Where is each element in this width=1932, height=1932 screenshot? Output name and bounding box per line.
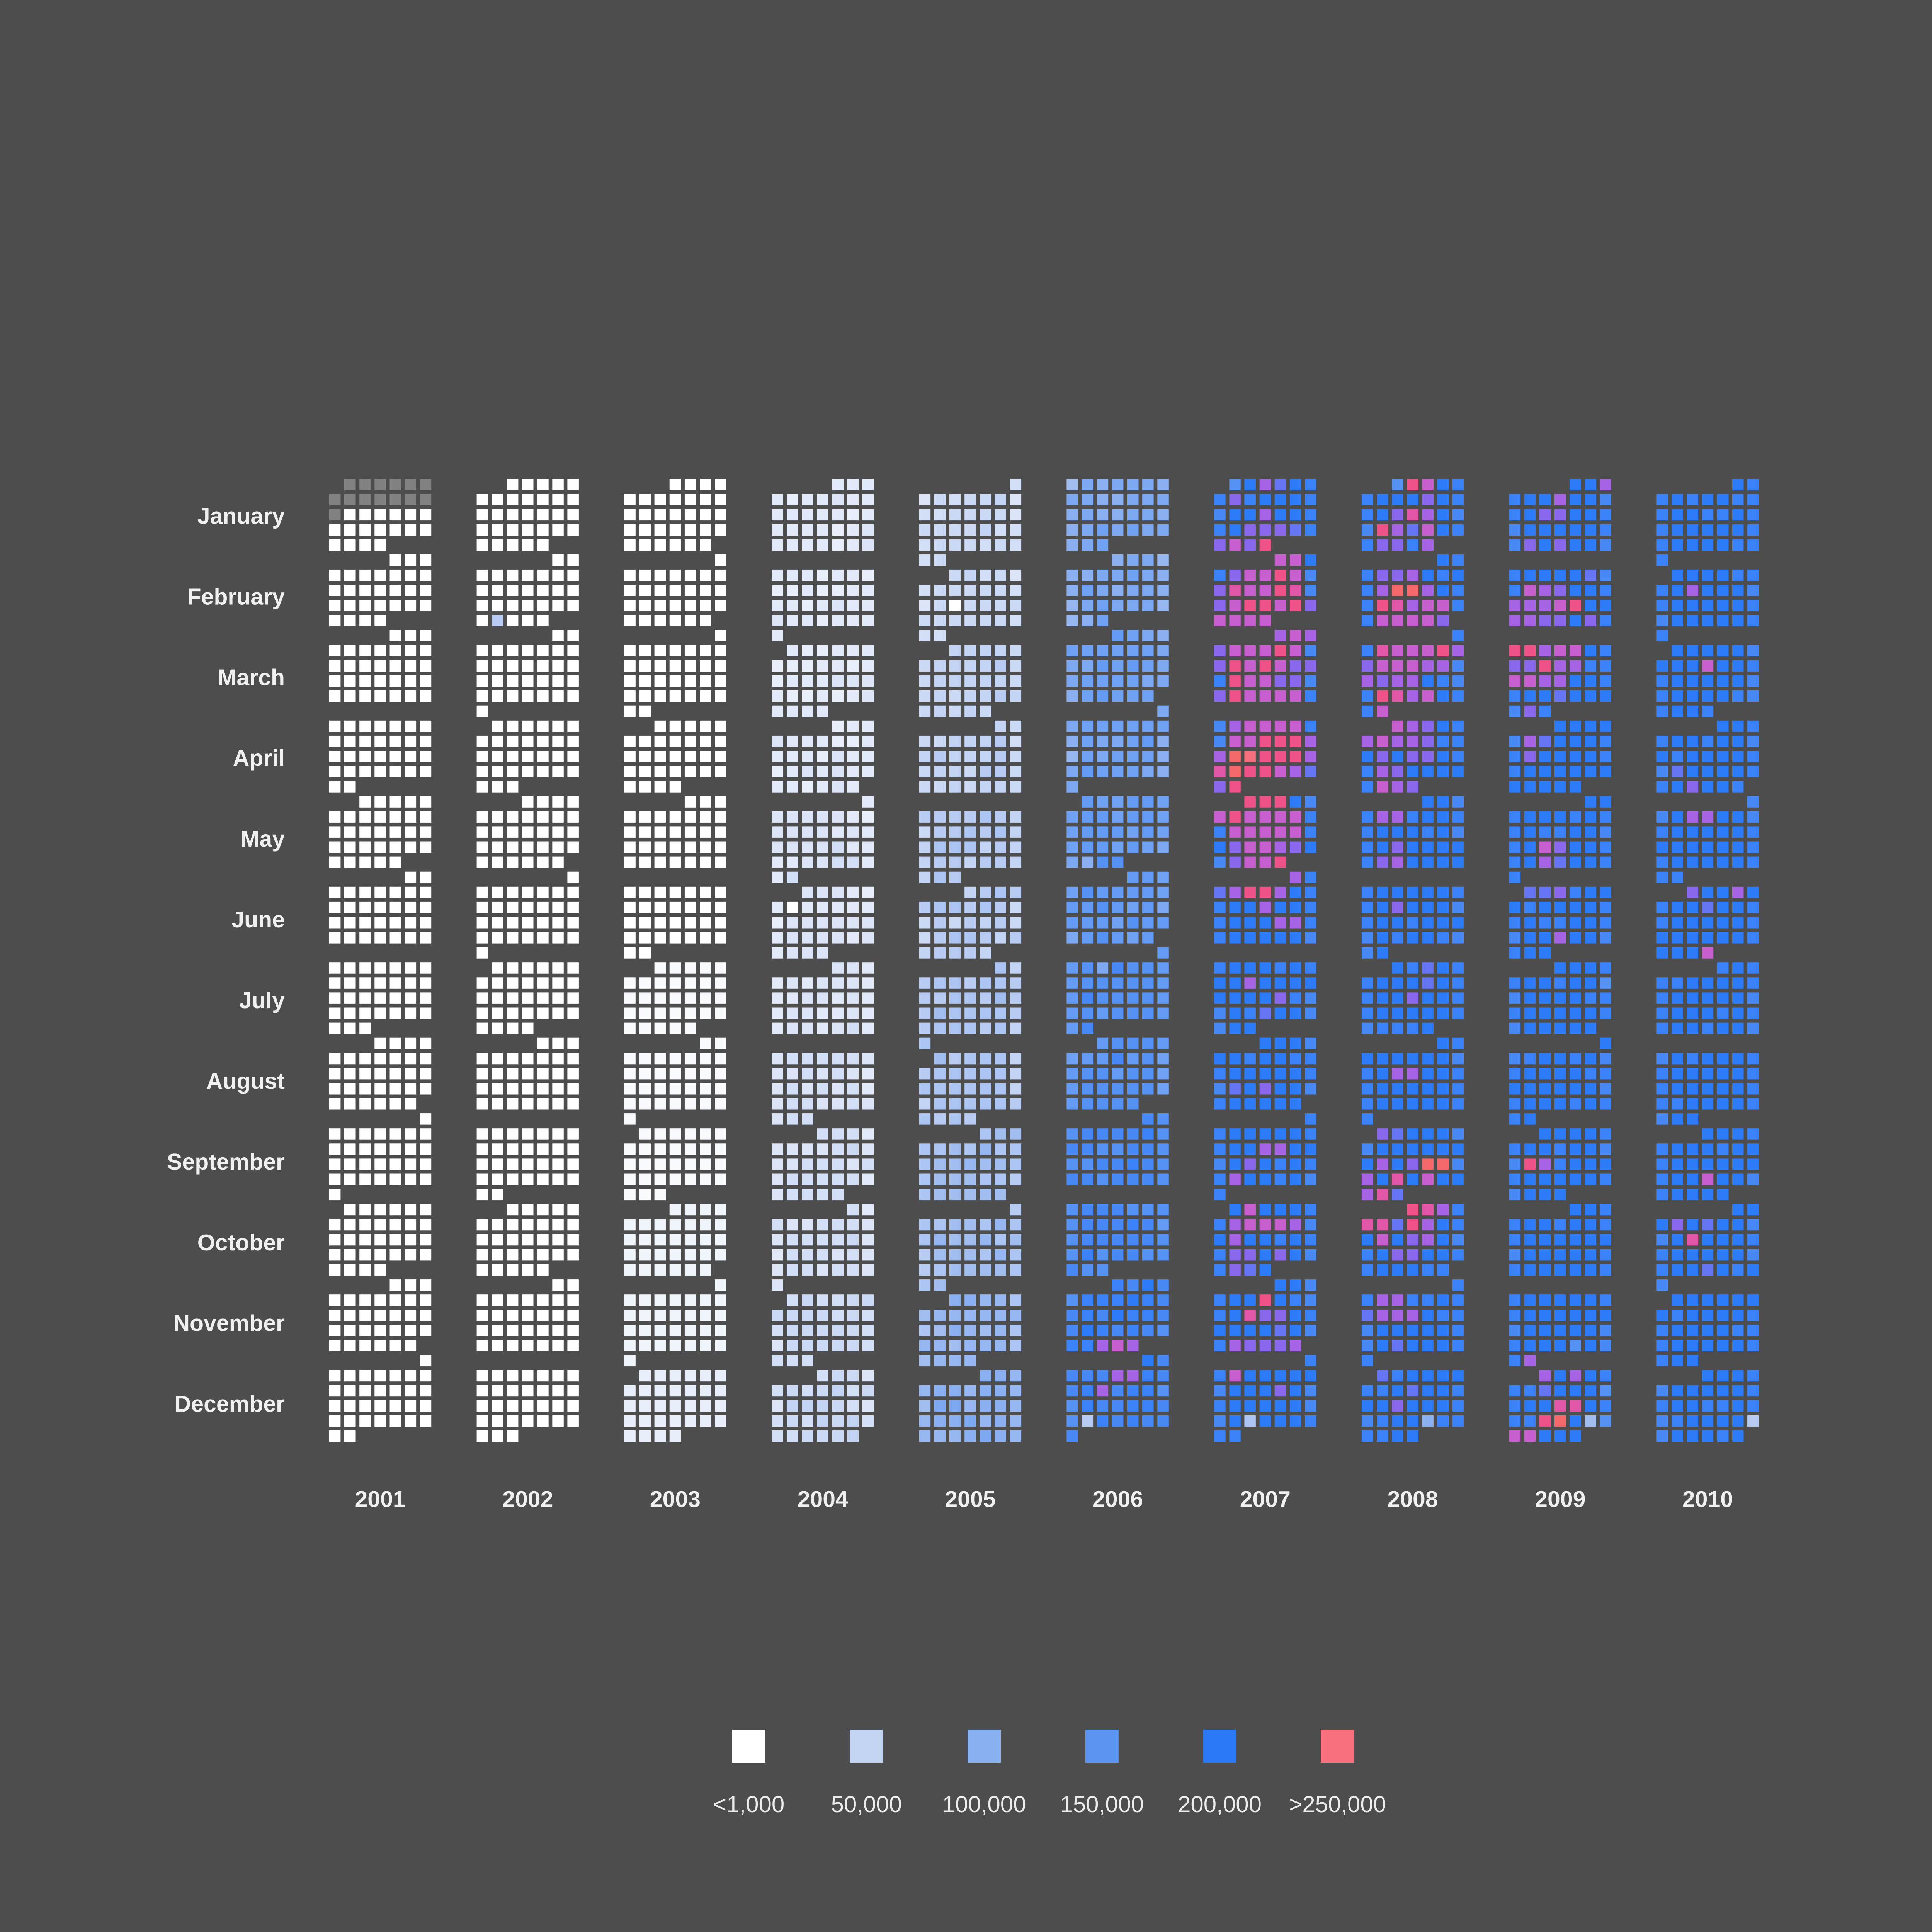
svg-text:2009: 2009 [1535, 1486, 1585, 1512]
svg-text:December: December [175, 1391, 285, 1417]
svg-text:50,000: 50,000 [831, 1791, 902, 1817]
svg-text:July: July [239, 988, 285, 1013]
svg-text:<1,000: <1,000 [713, 1791, 784, 1817]
svg-text:2006: 2006 [1092, 1486, 1143, 1512]
svg-text:February: February [187, 584, 285, 609]
svg-text:2007: 2007 [1240, 1486, 1291, 1512]
svg-text:2001: 2001 [355, 1486, 405, 1512]
svg-text:150,000: 150,000 [1060, 1791, 1144, 1817]
svg-text:2010: 2010 [1682, 1486, 1733, 1512]
svg-text:2003: 2003 [650, 1486, 701, 1512]
svg-text:January: January [197, 503, 285, 529]
svg-text:May: May [240, 826, 285, 852]
svg-text:October: October [197, 1230, 285, 1255]
svg-text:2002: 2002 [502, 1486, 553, 1512]
svg-text:100,000: 100,000 [942, 1791, 1026, 1817]
svg-text:August: August [206, 1068, 285, 1094]
svg-text:2005: 2005 [945, 1486, 995, 1512]
svg-text:September: September [167, 1149, 285, 1175]
svg-text:200,000: 200,000 [1178, 1791, 1262, 1817]
svg-text:2004: 2004 [798, 1486, 848, 1512]
svg-text:November: November [173, 1311, 285, 1336]
svg-text:>250,000: >250,000 [1289, 1791, 1386, 1817]
svg-text:June: June [231, 907, 285, 932]
svg-text:2008: 2008 [1387, 1486, 1438, 1512]
svg-text:April: April [233, 745, 285, 771]
svg-text:March: March [218, 665, 285, 690]
